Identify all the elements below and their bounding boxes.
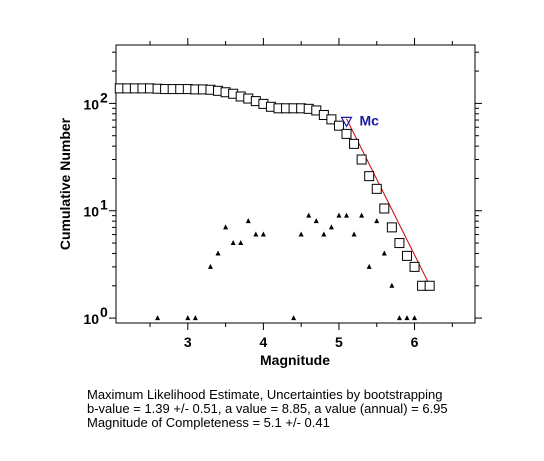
cumulative-point (424, 280, 435, 291)
incremental-point (344, 212, 350, 218)
fit-line-layer (346, 118, 432, 289)
y-tick-exponent: 2 (100, 89, 108, 105)
incremental-point (230, 240, 236, 246)
incremental-point (396, 315, 402, 321)
incremental-point (306, 212, 312, 218)
cumulative-point (394, 238, 405, 249)
mc-marker (340, 116, 353, 128)
y-tick-exponent: 0 (100, 304, 108, 320)
cumulative-point (356, 154, 367, 165)
x-tick-label: 3 (184, 334, 192, 350)
x-tick-label: 6 (411, 334, 419, 350)
mc-label: Mc (360, 112, 380, 128)
cumulative-point (364, 171, 375, 182)
incremental-point (238, 240, 244, 246)
incremental-point (336, 212, 342, 218)
mc-marker-group: Mc (340, 112, 380, 128)
stats-mc-line: Magnitude of Completeness = 5.1 +/- 0.41 (87, 415, 330, 430)
incremental-point (328, 224, 334, 230)
incremental-point (381, 250, 387, 256)
stats-method-line: Maximum Likelihood Estimate, Uncertainti… (87, 387, 443, 402)
cumulative-point (409, 261, 420, 272)
incremental-point (260, 231, 266, 237)
incremental-point (412, 315, 418, 321)
x-tick-label: 5 (335, 334, 343, 350)
cumulative-point (349, 138, 360, 149)
incremental-point (389, 282, 395, 288)
incremental-point (207, 263, 213, 269)
incremental-point (223, 224, 229, 230)
incremental-point (155, 315, 161, 321)
y-tick-label: 10 (83, 204, 99, 220)
x-axis-label: Magnitude (260, 352, 330, 368)
incremental-point (215, 250, 221, 256)
incremental-point (351, 231, 357, 237)
cumulative-point (326, 114, 337, 125)
y-tick-label: 10 (83, 96, 99, 112)
incremental-point (298, 231, 304, 237)
cumulative-point (401, 250, 412, 261)
incremental-point (245, 218, 251, 224)
cumulative-point (386, 222, 397, 233)
y-tick-label: 10 (83, 311, 99, 327)
incremental-point (291, 315, 297, 321)
cumulative-series (114, 83, 435, 291)
incremental-point (185, 315, 191, 321)
incremental-point (313, 218, 319, 224)
y-tick-exponent: 1 (100, 197, 108, 213)
incremental-point (404, 315, 410, 321)
incremental-point (253, 231, 259, 237)
cumulative-point (371, 183, 382, 194)
cumulative-point (333, 120, 344, 131)
cumulative-point (379, 203, 390, 214)
statistics-panel: Maximum Likelihood Estimate, Uncertainti… (87, 388, 448, 430)
y-axis-label: Cumulative Number (57, 117, 73, 250)
plot-frame (115, 44, 476, 324)
cumulative-point (341, 128, 352, 139)
incremental-point (359, 212, 365, 218)
incremental-point (321, 231, 327, 237)
x-tick-label: 4 (259, 334, 267, 350)
stats-bvalue-line: b-value = 1.39 +/- 0.51, a value = 8.85,… (87, 401, 448, 416)
incremental-point (374, 218, 380, 224)
fit-line (346, 118, 432, 289)
incremental-point (192, 315, 198, 321)
incremental-point (366, 263, 372, 269)
